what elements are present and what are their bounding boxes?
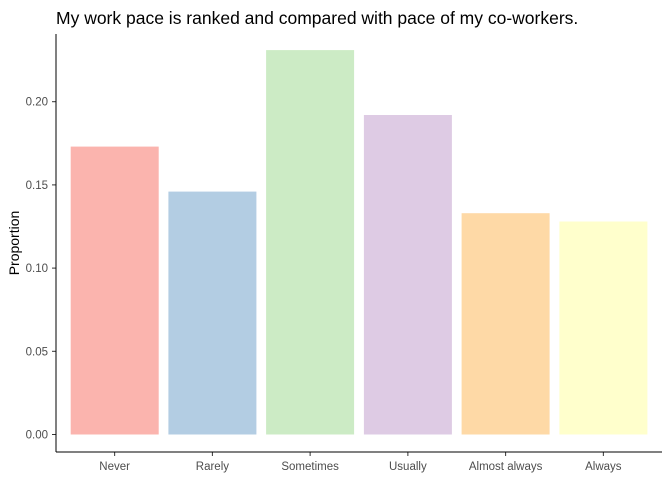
x-tick-label: Never <box>99 461 130 473</box>
bar-rarely <box>168 191 257 435</box>
x-tick-label: Usually <box>389 461 427 473</box>
y-tick-label: 0.10 <box>26 263 48 275</box>
y-axis-ticks: 0.00 0.05 0.10 0.15 0.20 <box>26 97 56 442</box>
x-tick-label: Almost always <box>469 461 543 473</box>
y-tick-label: 0.05 <box>26 346 48 358</box>
y-tick-label: 0.00 <box>26 430 48 442</box>
y-axis-label: Proportion <box>6 211 22 276</box>
bar-sometimes <box>266 50 355 435</box>
x-tick-label: Always <box>585 461 622 473</box>
bar-usually <box>363 115 452 435</box>
x-tick-label: Rarely <box>196 461 229 473</box>
y-tick-label: 0.15 <box>26 180 48 192</box>
chart-title: My work pace is ranked and compared with… <box>56 8 578 28</box>
y-tick-label: 0.20 <box>26 97 48 109</box>
x-axis-ticks: Never Rarely Sometimes Usually Almost always… <box>99 452 622 473</box>
bar-almost-always <box>461 213 550 435</box>
bars-group <box>70 50 648 435</box>
bar-always <box>559 221 648 435</box>
bar-never <box>70 146 159 435</box>
x-tick-label: Sometimes <box>281 461 339 473</box>
